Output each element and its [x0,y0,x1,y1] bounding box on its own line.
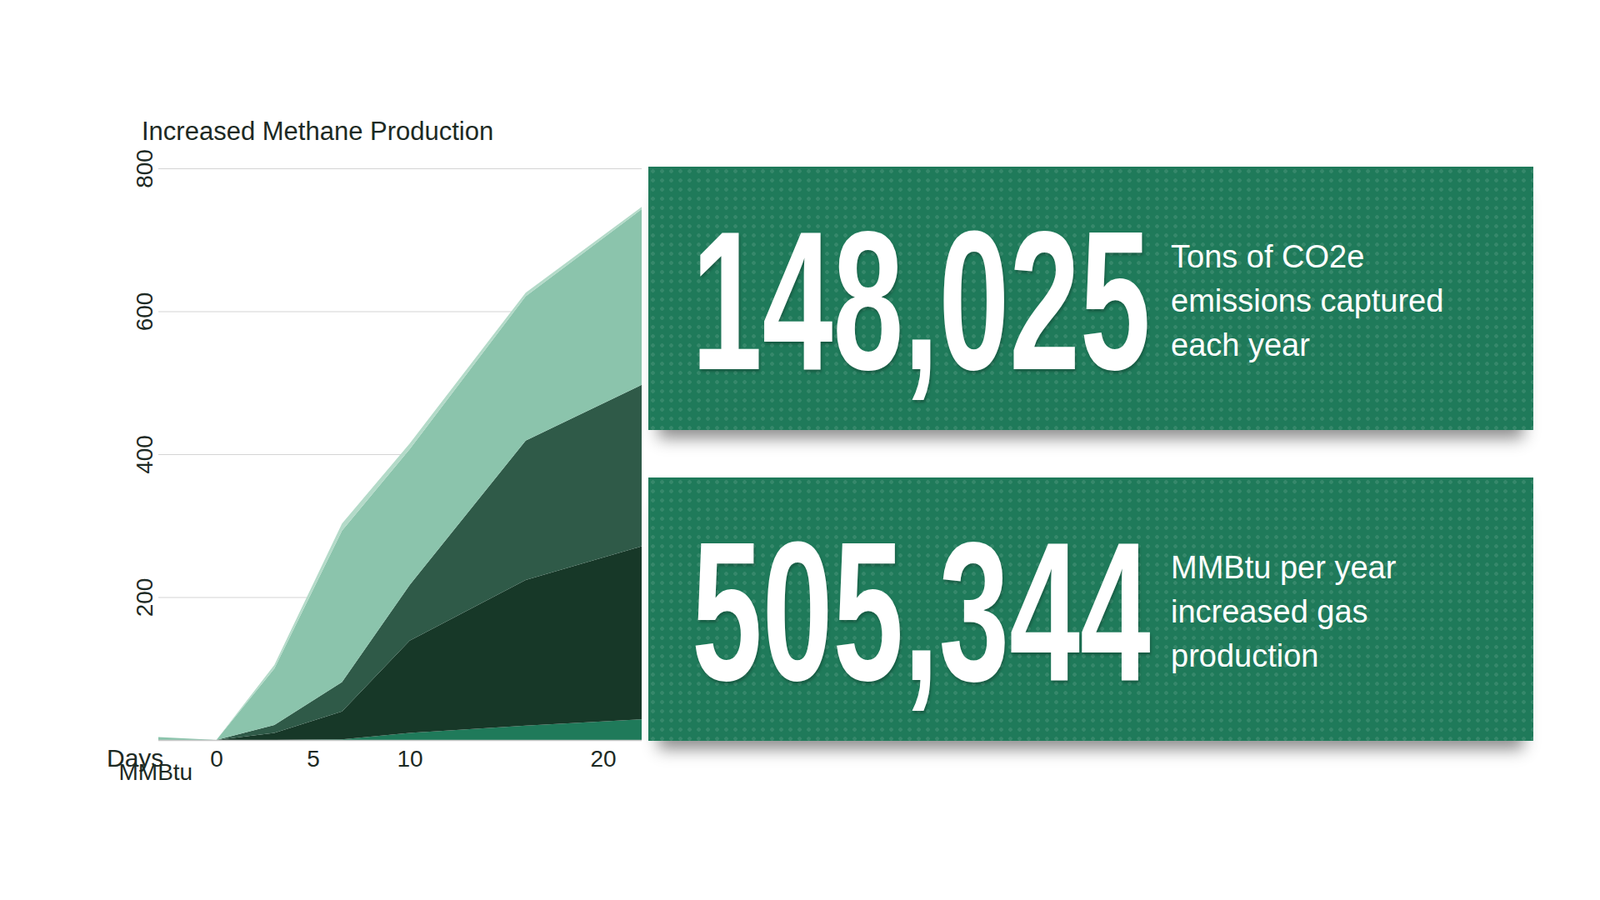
svg-text:400: 400 [131,435,158,475]
svg-text:800: 800 [131,149,158,189]
html-text:Days: Days [106,744,164,772]
svg-text:600: 600 [131,292,158,332]
html-text:MMBtu per year increased gas p: MMBtu per year increased gas production [1170,550,1397,674]
html-text:505,344: 505,344 [691,500,1151,722]
html-text:Tons of CO2e emissions capture: Tons of CO2e emissions captured each yea… [1170,239,1444,363]
svg-text:0: 0 [210,745,224,772]
svg-text:20: 20 [590,745,617,772]
svg-text:10: 10 [397,745,424,772]
svg-text:200: 200 [131,578,158,618]
svg-text:5: 5 [306,745,320,772]
html-text:Increased Methane Production: Increased Methane Production [141,116,494,146]
html-text:148,025: 148,025 [691,190,1151,411]
